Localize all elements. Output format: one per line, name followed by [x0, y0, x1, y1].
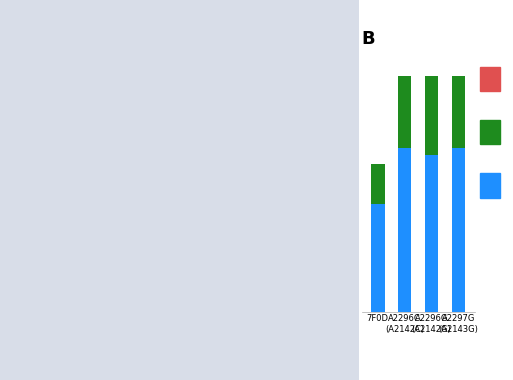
Bar: [398, 148, 411, 312]
Bar: [451, 50, 465, 148]
Text: B: B: [362, 30, 376, 48]
Bar: [398, 21, 411, 37]
Bar: [371, 204, 385, 312]
Bar: [425, 73, 438, 155]
Bar: [425, 43, 438, 73]
Bar: [398, 37, 411, 148]
Bar: [451, 148, 465, 312]
Bar: [371, 165, 385, 204]
Bar: [451, 14, 465, 50]
Bar: [425, 155, 438, 312]
